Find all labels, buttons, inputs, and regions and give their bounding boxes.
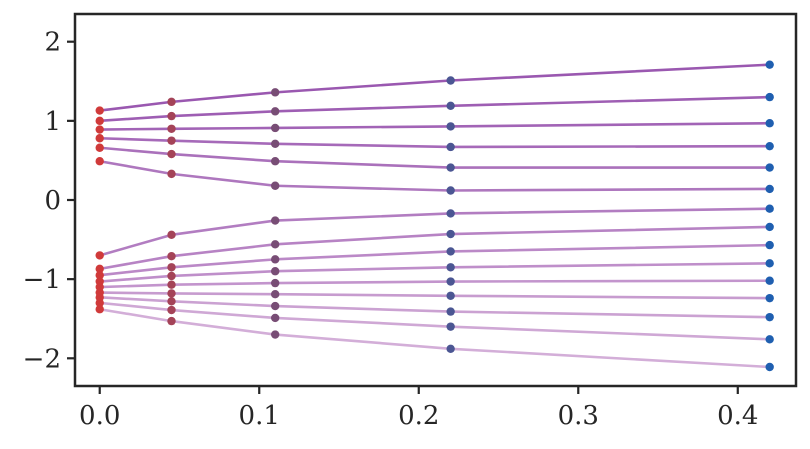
data-point <box>765 60 774 69</box>
data-point <box>270 278 280 288</box>
series-line <box>98 296 771 319</box>
data-point <box>446 76 455 85</box>
series-line <box>98 63 771 112</box>
data-point <box>765 222 774 232</box>
data-point <box>446 101 455 111</box>
data-point <box>167 149 176 159</box>
data-point <box>446 163 455 172</box>
data-point <box>446 291 455 300</box>
data-point <box>765 312 774 322</box>
data-point <box>446 322 455 331</box>
data-point <box>765 259 774 268</box>
data-point <box>446 122 455 131</box>
data-point <box>270 255 280 264</box>
data-point <box>765 204 774 213</box>
data-point <box>270 181 280 190</box>
series-line <box>98 121 771 131</box>
data-point <box>95 298 104 308</box>
data-point <box>95 106 104 115</box>
data-point <box>270 123 280 133</box>
data-point <box>270 240 280 249</box>
x-tick-label: 0.4 <box>717 401 758 431</box>
data-point <box>765 141 774 151</box>
data-point <box>765 362 774 372</box>
data-point <box>270 88 280 97</box>
data-point <box>95 264 104 274</box>
data-point <box>765 276 774 285</box>
data-point <box>446 142 455 152</box>
x-tick-label: 0.2 <box>398 401 439 431</box>
data-point <box>167 280 176 289</box>
data-point <box>765 163 774 172</box>
data-point <box>270 139 280 148</box>
data-point <box>167 289 176 298</box>
data-point <box>167 305 176 315</box>
data-point <box>167 136 176 145</box>
data-point <box>446 229 455 239</box>
data-point <box>95 116 104 126</box>
y-tick-label: 0 <box>44 186 61 216</box>
data-point <box>765 293 774 303</box>
data-point <box>95 270 104 280</box>
data-point <box>446 277 455 286</box>
data-point <box>167 169 176 179</box>
data-point <box>765 92 774 102</box>
x-tick-label: 0.3 <box>558 401 599 431</box>
data-point <box>95 251 104 260</box>
data-point <box>270 107 280 116</box>
data-point <box>270 330 280 339</box>
series-line <box>98 146 771 169</box>
data-point <box>446 247 455 256</box>
data-point <box>446 186 455 195</box>
data-point <box>446 344 455 353</box>
data-point <box>270 301 280 311</box>
y-tick-label: −1 <box>23 265 61 295</box>
series-line <box>98 95 771 123</box>
data-point <box>270 289 280 299</box>
data-point <box>765 184 774 194</box>
data-point <box>270 313 280 323</box>
data-point <box>270 157 280 166</box>
data-point <box>167 111 176 121</box>
series-lines <box>98 63 771 369</box>
data-point <box>95 134 104 143</box>
data-point <box>95 305 104 314</box>
data-point <box>167 271 176 281</box>
data-point <box>167 316 176 326</box>
data-point <box>270 267 280 276</box>
x-tick-label: 0.0 <box>79 401 120 431</box>
data-point <box>167 97 176 107</box>
data-point <box>167 263 176 272</box>
series-line <box>98 279 771 289</box>
data-point <box>95 157 104 166</box>
data-point <box>446 209 455 218</box>
data-point <box>765 119 774 128</box>
series-points <box>95 60 774 372</box>
series-line <box>98 243 771 277</box>
series-line <box>98 307 771 369</box>
y-tick-label: 2 <box>44 28 61 58</box>
data-point <box>167 124 176 133</box>
data-point <box>95 125 104 134</box>
series-line <box>98 159 771 192</box>
series-line <box>98 136 771 149</box>
data-point <box>446 263 455 272</box>
y-tick-label: −2 <box>23 344 61 374</box>
data-point <box>765 335 774 344</box>
x-axis: 0.0 0.1 0.2 0.3 0.4 <box>79 386 758 431</box>
data-point <box>446 307 455 316</box>
y-axis: 2 1 0 −1 −2 <box>23 28 75 374</box>
y-tick-label: 1 <box>44 107 61 137</box>
data-point <box>95 143 104 152</box>
data-point <box>167 297 176 306</box>
x-tick-label: 0.1 <box>239 401 280 431</box>
data-point <box>765 240 774 250</box>
data-point <box>167 252 176 261</box>
data-point <box>167 230 176 240</box>
data-point <box>270 216 280 225</box>
series-line <box>98 291 771 300</box>
series-line <box>98 301 771 341</box>
